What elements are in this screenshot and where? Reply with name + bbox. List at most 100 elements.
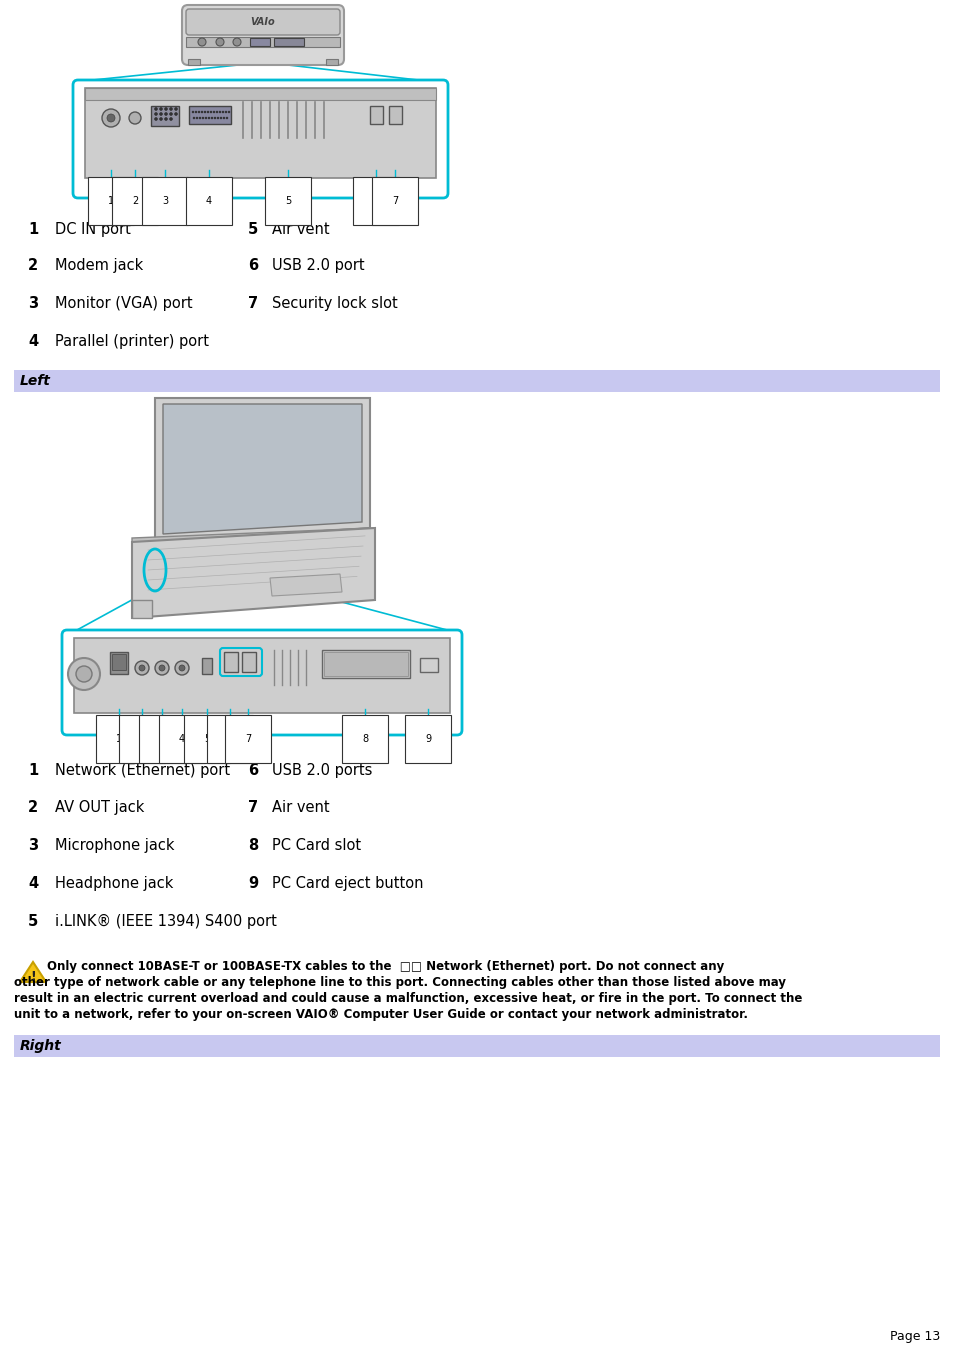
Circle shape: [170, 108, 172, 111]
Bar: [324, 653, 408, 676]
Text: 5: 5: [28, 915, 38, 929]
Text: Monitor (VGA) port: Monitor (VGA) port: [55, 296, 193, 311]
Text: 3: 3: [159, 734, 165, 744]
Circle shape: [207, 111, 209, 113]
FancyBboxPatch shape: [73, 80, 448, 199]
Circle shape: [129, 112, 141, 124]
Polygon shape: [154, 399, 370, 542]
Polygon shape: [163, 404, 361, 534]
Circle shape: [139, 665, 145, 671]
Bar: [151, 105, 179, 126]
Text: 1: 1: [28, 763, 38, 778]
Circle shape: [164, 118, 168, 120]
Text: unit to a network, refer to your on-screen VAIO® Computer User Guide or contact : unit to a network, refer to your on-scre…: [14, 1008, 747, 1021]
Text: Parallel (printer) port: Parallel (printer) port: [55, 334, 209, 349]
Text: DC IN port: DC IN port: [55, 222, 131, 236]
Text: 4: 4: [206, 196, 212, 205]
Text: 2: 2: [28, 258, 38, 273]
Text: 3: 3: [162, 196, 168, 205]
Text: 9: 9: [248, 875, 258, 892]
Bar: [419, 658, 437, 671]
FancyBboxPatch shape: [182, 5, 344, 65]
Text: Air vent: Air vent: [272, 222, 330, 236]
Bar: [186, 36, 339, 47]
Text: Page 13: Page 13: [889, 1329, 939, 1343]
Text: 6: 6: [373, 196, 378, 205]
Text: 5: 5: [204, 734, 210, 744]
Circle shape: [215, 111, 218, 113]
Bar: [132, 600, 152, 617]
Text: 7: 7: [245, 734, 251, 744]
Circle shape: [159, 108, 162, 111]
Text: 2: 2: [132, 196, 138, 205]
Text: Only connect 10BASE-T or 100BASE-TX cables to the  □□ Network (Ethernet) port. D: Only connect 10BASE-T or 100BASE-TX cabl…: [14, 961, 723, 973]
Text: 5: 5: [285, 196, 291, 205]
Circle shape: [208, 118, 210, 119]
Text: Left: Left: [20, 374, 51, 388]
Bar: [14, 1035, 939, 1056]
Circle shape: [216, 118, 219, 119]
Text: 9: 9: [424, 734, 431, 744]
Circle shape: [219, 111, 221, 113]
Circle shape: [195, 118, 198, 119]
Text: USB 2.0 ports: USB 2.0 ports: [272, 763, 372, 778]
Text: 1: 1: [28, 222, 38, 236]
Circle shape: [226, 118, 228, 119]
Text: 2: 2: [28, 800, 38, 815]
Circle shape: [198, 38, 206, 46]
Polygon shape: [270, 574, 341, 596]
Bar: [322, 650, 410, 678]
Text: result in an electric current overload and could cause a malfunction, excessive : result in an electric current overload a…: [14, 992, 801, 1005]
Text: Air vent: Air vent: [272, 800, 330, 815]
Circle shape: [164, 108, 168, 111]
Circle shape: [215, 38, 224, 46]
Bar: [224, 653, 237, 671]
Circle shape: [205, 118, 207, 119]
Circle shape: [154, 112, 157, 115]
Bar: [189, 105, 231, 124]
Circle shape: [198, 111, 200, 113]
Circle shape: [179, 665, 185, 671]
Circle shape: [204, 111, 206, 113]
FancyBboxPatch shape: [62, 630, 461, 735]
Text: 8: 8: [361, 734, 368, 744]
Bar: [326, 59, 337, 65]
Circle shape: [202, 118, 204, 119]
Circle shape: [199, 118, 201, 119]
Circle shape: [107, 113, 115, 122]
Text: 6: 6: [248, 258, 258, 273]
Bar: [202, 658, 212, 674]
Text: 7: 7: [248, 800, 258, 815]
Text: Security lock slot: Security lock slot: [272, 296, 397, 311]
Circle shape: [159, 118, 162, 120]
Text: i.LINK® (IEEE 1394) S400 port: i.LINK® (IEEE 1394) S400 port: [55, 915, 276, 929]
Text: Network (Ethernet) port: Network (Ethernet) port: [55, 763, 230, 778]
Circle shape: [213, 118, 215, 119]
Circle shape: [220, 118, 222, 119]
Bar: [370, 105, 382, 124]
Bar: [110, 653, 128, 674]
Circle shape: [170, 118, 172, 120]
Text: Right: Right: [20, 1039, 62, 1052]
Text: 5: 5: [248, 222, 258, 236]
Circle shape: [174, 661, 189, 676]
Bar: [242, 653, 255, 671]
Circle shape: [192, 111, 193, 113]
Circle shape: [233, 38, 241, 46]
Circle shape: [211, 118, 213, 119]
Circle shape: [225, 111, 227, 113]
Circle shape: [76, 666, 91, 682]
Circle shape: [193, 118, 194, 119]
Bar: [85, 88, 436, 100]
Text: Modem jack: Modem jack: [55, 258, 143, 273]
Text: other type of network cable or any telephone line to this port. Connecting cable: other type of network cable or any telep…: [14, 975, 785, 989]
FancyBboxPatch shape: [186, 9, 339, 35]
Text: 3: 3: [28, 838, 38, 852]
Circle shape: [154, 108, 157, 111]
Text: AV OUT jack: AV OUT jack: [55, 800, 144, 815]
Bar: [112, 654, 126, 670]
Circle shape: [135, 661, 149, 676]
Circle shape: [194, 111, 196, 113]
Bar: [85, 88, 436, 178]
Text: !: !: [30, 970, 36, 982]
